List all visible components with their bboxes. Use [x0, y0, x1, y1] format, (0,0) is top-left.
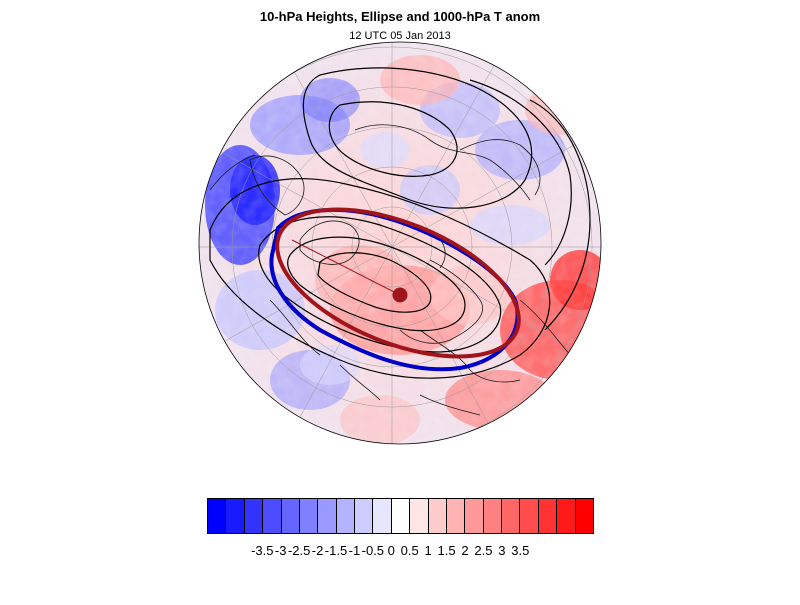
colorbar-tick-label: 3: [498, 543, 506, 558]
colorbar-tick-label: -3.5: [251, 543, 274, 558]
colorbar-segment: [208, 499, 227, 533]
colorbar-segment: [520, 499, 539, 533]
colorbar-segment: [538, 499, 558, 533]
colorbar-tick-label: 0: [387, 543, 395, 558]
colorbar-segment: [446, 499, 466, 533]
globe-outline: [198, 41, 602, 445]
colorbar-segment: [557, 499, 576, 533]
colorbar-tick-label: -2.5: [287, 543, 311, 558]
colorbar-segment: [355, 499, 374, 533]
temperature-anomaly-colorbar: [207, 498, 594, 534]
colorbar-segment: [299, 499, 319, 533]
colorbar-segment: [336, 499, 355, 533]
colorbar-segment: [502, 499, 521, 533]
ellipse-major-axis: [291, 239, 401, 296]
colorbar-tick-label: 1.5: [437, 543, 456, 558]
colorbar-segment: [281, 499, 300, 533]
colorbar-segment: [318, 499, 337, 533]
colorbar-tick-label: 3.5: [511, 543, 530, 558]
meridian-lines: [199, 42, 601, 444]
temperature-anomaly-field: [199, 42, 601, 444]
colorbar-tick-label: -3: [274, 543, 287, 558]
colorbar-segment: [483, 499, 502, 533]
colorbar-tick-label: 0.5: [400, 543, 419, 558]
colorbar-segment: [263, 499, 282, 533]
colorbar-tick-labels: -3.5 -3 -2.5 -2 -1.5 -1 -0.5 0 0.5 1 1.5 2 2.5 3 3.5: [0, 543, 800, 559]
colorbar-tick-label: -1.5: [324, 543, 348, 558]
vortex-centroid-marker: [392, 287, 408, 303]
colorbar-segment: [226, 499, 245, 533]
colorbar-tick-label: -2: [311, 543, 324, 558]
colorbar-tick-label: -1: [348, 543, 361, 558]
colorbar-tick-label: 1: [424, 543, 432, 558]
colorbar-segment: [373, 499, 392, 533]
colorbar-segment: [575, 499, 593, 533]
map-title: 10-hPa Heights, Ellipse and 1000-hPa T a…: [259, 9, 541, 24]
map-subtitle: 12 UTC 05 Jan 2013: [349, 30, 451, 42]
colorbar-segment: [244, 499, 264, 533]
vortex-ellipse: [275, 207, 521, 359]
height-contours: [209, 67, 591, 379]
colorbar-segment: [391, 499, 411, 533]
colorbar-tick-label: 2: [461, 543, 469, 558]
colorbar-tick-label: 2.5: [474, 543, 493, 558]
coastlines: [209, 124, 576, 416]
colorbar-segment: [465, 499, 484, 533]
colorbar-segment: [410, 499, 429, 533]
colorbar-tick-label: -0.5: [361, 543, 385, 558]
colorbar-segment: [428, 499, 447, 533]
